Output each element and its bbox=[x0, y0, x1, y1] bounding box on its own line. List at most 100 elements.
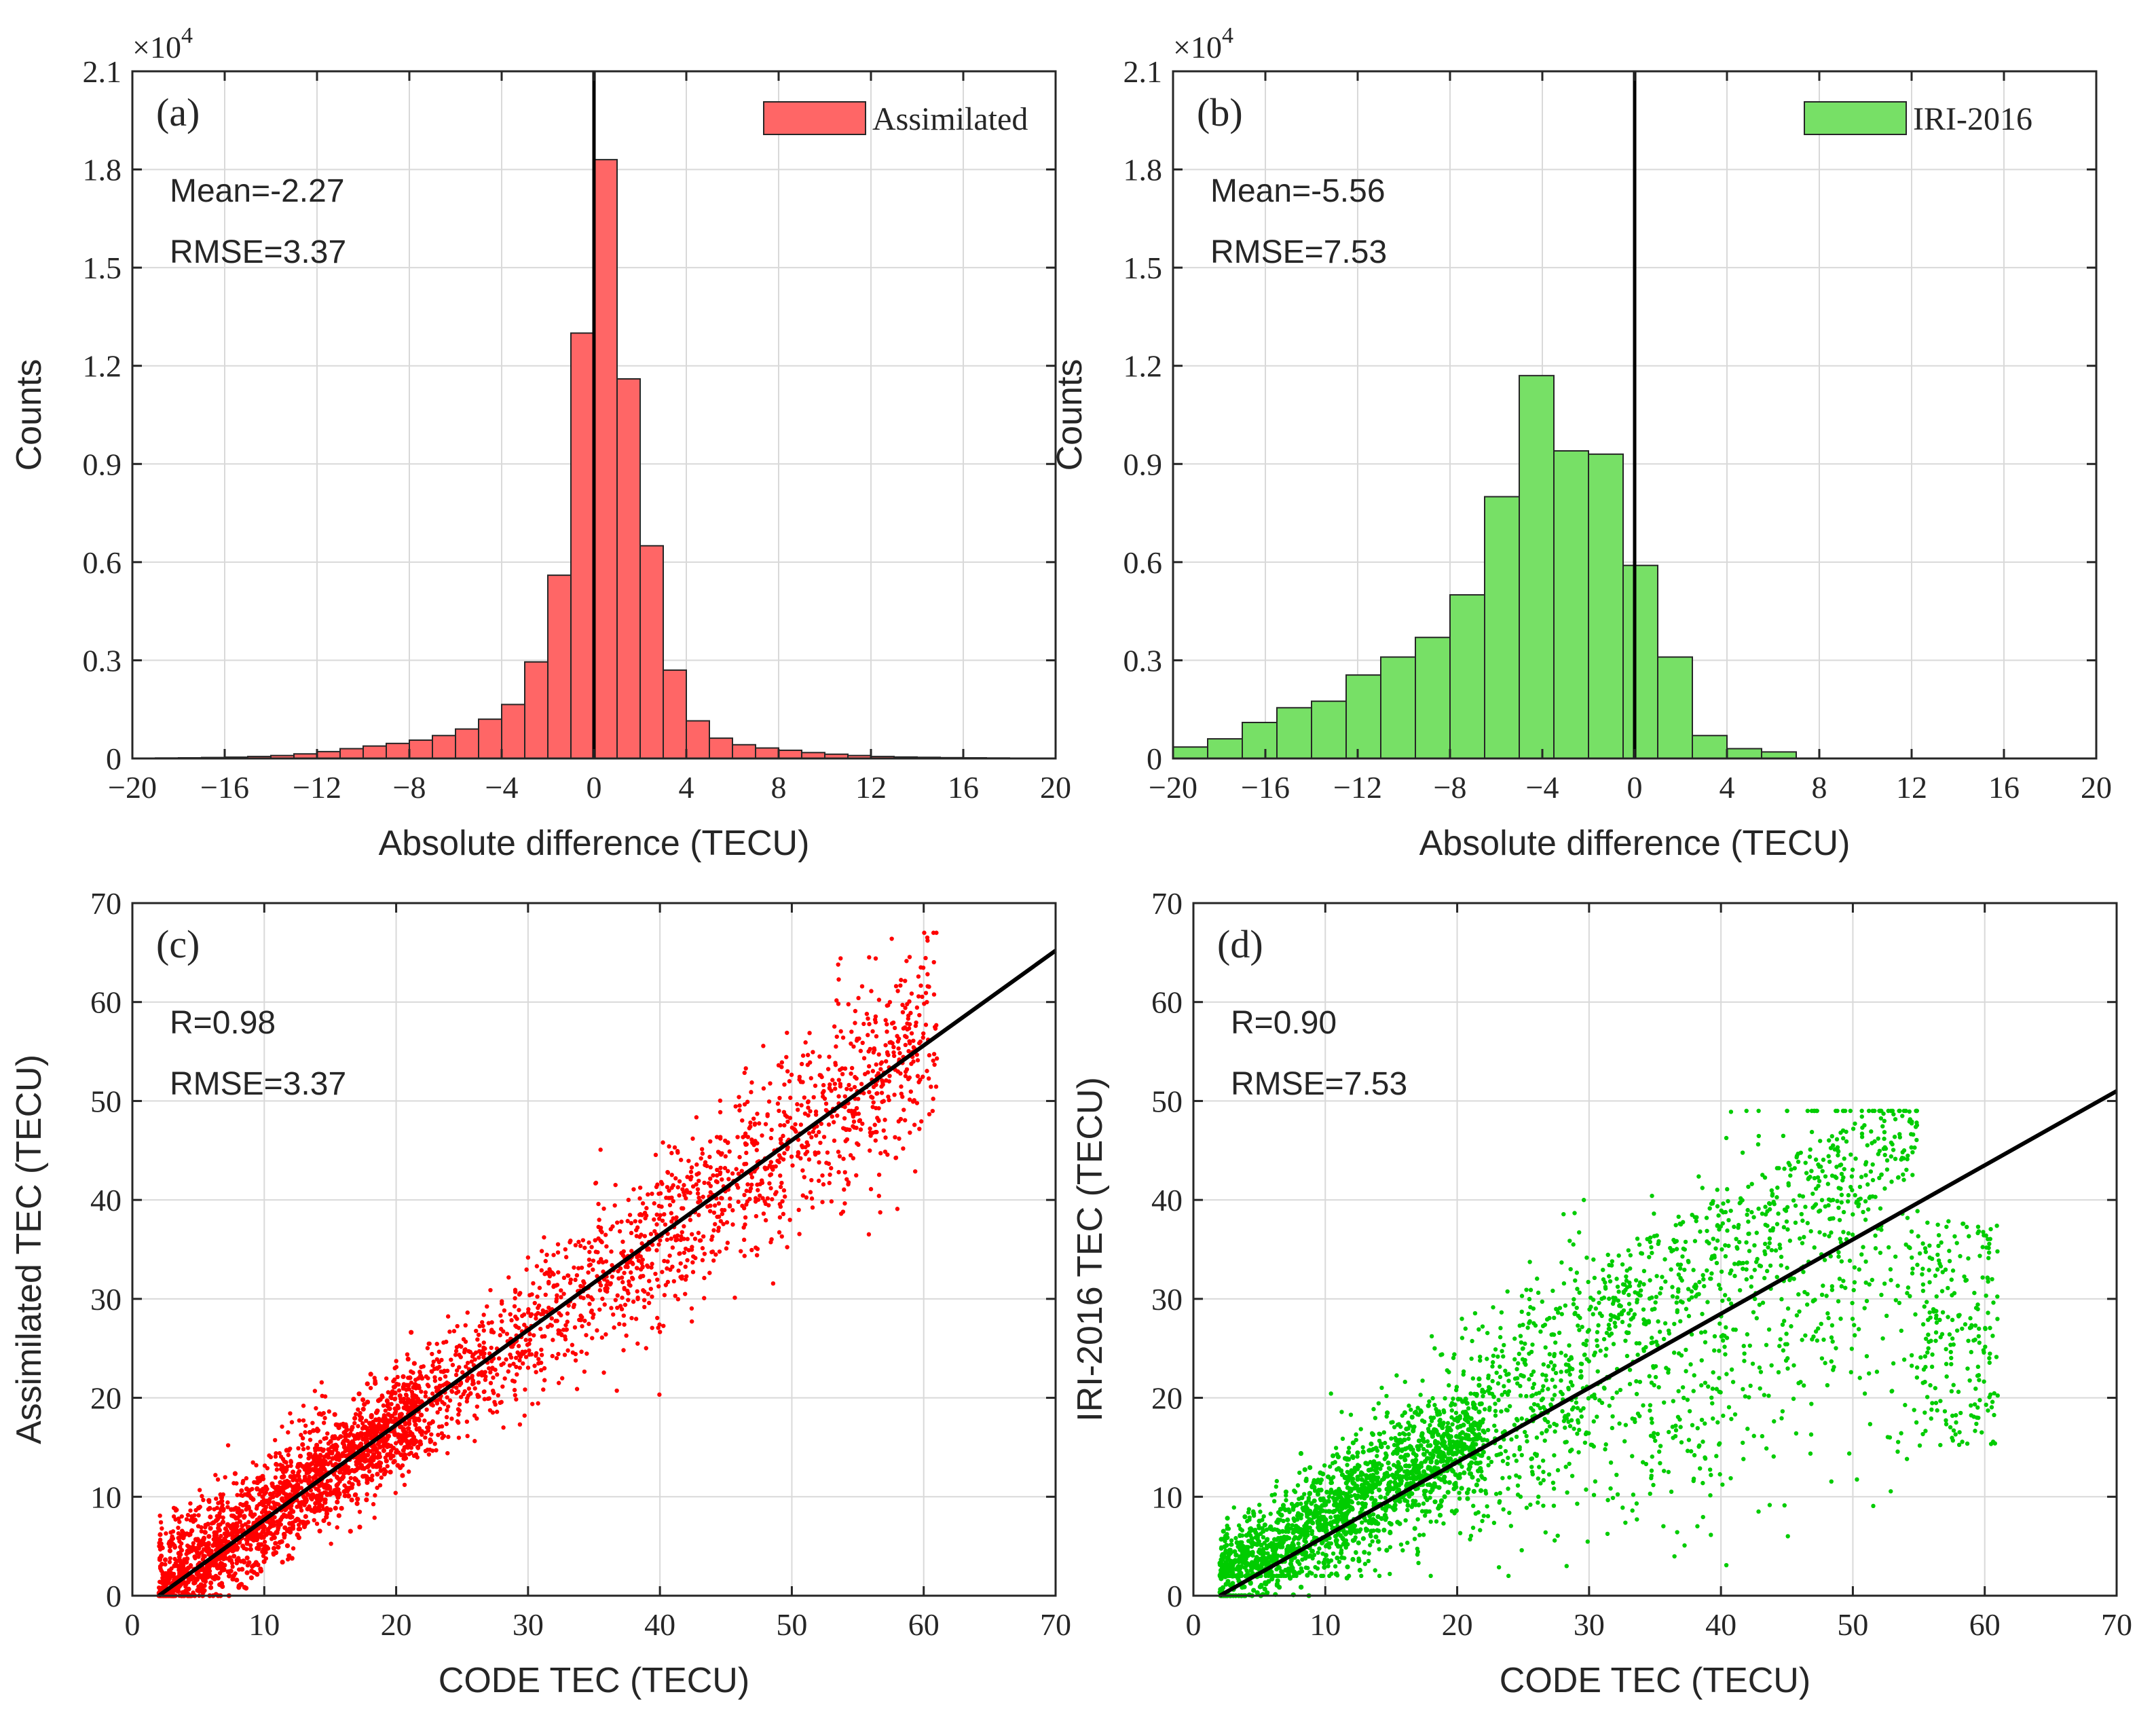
panel-d-point bbox=[1896, 1175, 1901, 1180]
panel-c-point bbox=[355, 1432, 360, 1438]
panel-c-point bbox=[556, 1351, 561, 1357]
panel-c-point bbox=[277, 1451, 282, 1456]
panel-c-point bbox=[235, 1492, 240, 1497]
panel-d-point bbox=[1595, 1343, 1600, 1349]
panel-c-point bbox=[777, 1108, 781, 1114]
panel-d-point bbox=[1540, 1458, 1546, 1463]
panel-c-point bbox=[540, 1308, 546, 1313]
panel-d-point bbox=[1686, 1314, 1692, 1319]
panel-c-point bbox=[613, 1182, 618, 1188]
panel-d-point bbox=[1834, 1165, 1839, 1169]
panel-c-point bbox=[398, 1452, 404, 1458]
panel-c-point bbox=[430, 1391, 435, 1396]
panel-d-point bbox=[1746, 1219, 1751, 1224]
panel-c-point bbox=[748, 1186, 754, 1191]
panel-d-point bbox=[1837, 1217, 1842, 1222]
panel-c-point bbox=[601, 1206, 606, 1211]
panel-c-point bbox=[770, 1165, 776, 1169]
panel-c-ylabel: Assimilated TEC (TECU) bbox=[10, 1055, 49, 1444]
panel-d-point bbox=[1389, 1420, 1394, 1425]
panel-c-point bbox=[828, 1172, 832, 1177]
panel-c-point bbox=[667, 1144, 671, 1149]
panel-c-point bbox=[288, 1473, 293, 1480]
panel-c-point bbox=[490, 1388, 496, 1393]
panel-c-point bbox=[456, 1412, 461, 1417]
panel-c-point bbox=[785, 1069, 790, 1074]
panel-c-point bbox=[521, 1361, 525, 1366]
panel-c-point bbox=[221, 1507, 226, 1512]
panel-c-point bbox=[192, 1554, 198, 1560]
panel-c-point bbox=[472, 1439, 477, 1444]
panel-c-point bbox=[434, 1389, 439, 1394]
panel-d-point bbox=[1610, 1414, 1615, 1419]
panel-c-point bbox=[365, 1464, 371, 1469]
panel-d-point bbox=[1690, 1423, 1695, 1428]
panel-c-point bbox=[538, 1360, 544, 1366]
panel-c-point bbox=[257, 1502, 262, 1507]
panel-c-point bbox=[688, 1217, 693, 1222]
panel-d-point bbox=[1764, 1446, 1769, 1451]
panel-d-point bbox=[1328, 1464, 1333, 1469]
panel-c-point bbox=[574, 1272, 580, 1278]
panel-c-point bbox=[758, 1193, 762, 1198]
panel-c-point bbox=[379, 1475, 384, 1480]
panel-d-point bbox=[1913, 1124, 1918, 1129]
panel-c-point bbox=[673, 1238, 678, 1243]
panel-c-point bbox=[248, 1547, 253, 1552]
panel-c-point bbox=[392, 1432, 398, 1437]
panel-c-point bbox=[832, 1024, 837, 1029]
panel-c-point bbox=[565, 1319, 570, 1324]
panel-c-point bbox=[778, 1184, 783, 1190]
panel-c-point bbox=[913, 1169, 918, 1174]
panel-c-point bbox=[629, 1315, 634, 1321]
panel-c-point bbox=[403, 1436, 408, 1442]
panel-c-point bbox=[685, 1175, 690, 1179]
panel-c-point bbox=[851, 1114, 856, 1119]
panel-d-point bbox=[1985, 1275, 1990, 1280]
panel-c-point bbox=[615, 1305, 620, 1311]
panel-d-point bbox=[1528, 1287, 1534, 1292]
panel-d-point bbox=[1559, 1260, 1564, 1265]
panel-c-point bbox=[368, 1372, 373, 1377]
panel-c-point bbox=[842, 1170, 847, 1175]
panel-d-point bbox=[1416, 1560, 1421, 1566]
panel-c-point bbox=[271, 1545, 277, 1551]
panel-c-point bbox=[295, 1504, 299, 1509]
panel-c-point bbox=[538, 1368, 544, 1373]
panel-c-point bbox=[599, 1335, 605, 1340]
panel-c-point bbox=[743, 1131, 748, 1136]
panel-c-point bbox=[682, 1224, 686, 1229]
panel-c-point bbox=[669, 1236, 673, 1241]
panel-d-point bbox=[1726, 1297, 1732, 1302]
panel-c-point bbox=[842, 1105, 847, 1110]
panel-c-point bbox=[660, 1218, 665, 1223]
panel-d-point bbox=[1744, 1277, 1749, 1282]
panel-c-point bbox=[305, 1506, 310, 1512]
panel-c-point bbox=[760, 1180, 765, 1186]
panel-c-point bbox=[711, 1228, 716, 1233]
panel-c-point bbox=[508, 1312, 513, 1317]
panel-c-point bbox=[514, 1364, 519, 1370]
panel-a-bar bbox=[547, 574, 572, 760]
panel-c-point bbox=[629, 1221, 634, 1226]
panel-c-point bbox=[742, 1070, 747, 1076]
panel-d-point bbox=[1724, 1135, 1729, 1141]
panel-c-point bbox=[228, 1569, 234, 1574]
panel-c-point bbox=[435, 1410, 440, 1415]
panel-c-point bbox=[832, 1081, 838, 1086]
panel-c-point bbox=[811, 1095, 816, 1100]
panel-a-xtick-label: 8 bbox=[771, 770, 787, 805]
panel-c-point bbox=[803, 1145, 808, 1150]
panel-c-point bbox=[513, 1393, 518, 1397]
panel-c-point bbox=[891, 1050, 896, 1055]
panel-c-point bbox=[574, 1387, 580, 1391]
panel-c-point bbox=[781, 1188, 787, 1193]
panel-c-point bbox=[286, 1553, 292, 1558]
panel-b-ytick-label: 0.9 bbox=[1123, 447, 1163, 481]
panel-d-point bbox=[1407, 1404, 1411, 1408]
panel-c-point bbox=[551, 1253, 556, 1258]
panel-c-point bbox=[840, 1066, 844, 1071]
panel-c-point bbox=[647, 1279, 652, 1283]
panel-d-point bbox=[1490, 1378, 1495, 1384]
panel-c-point bbox=[494, 1410, 500, 1414]
